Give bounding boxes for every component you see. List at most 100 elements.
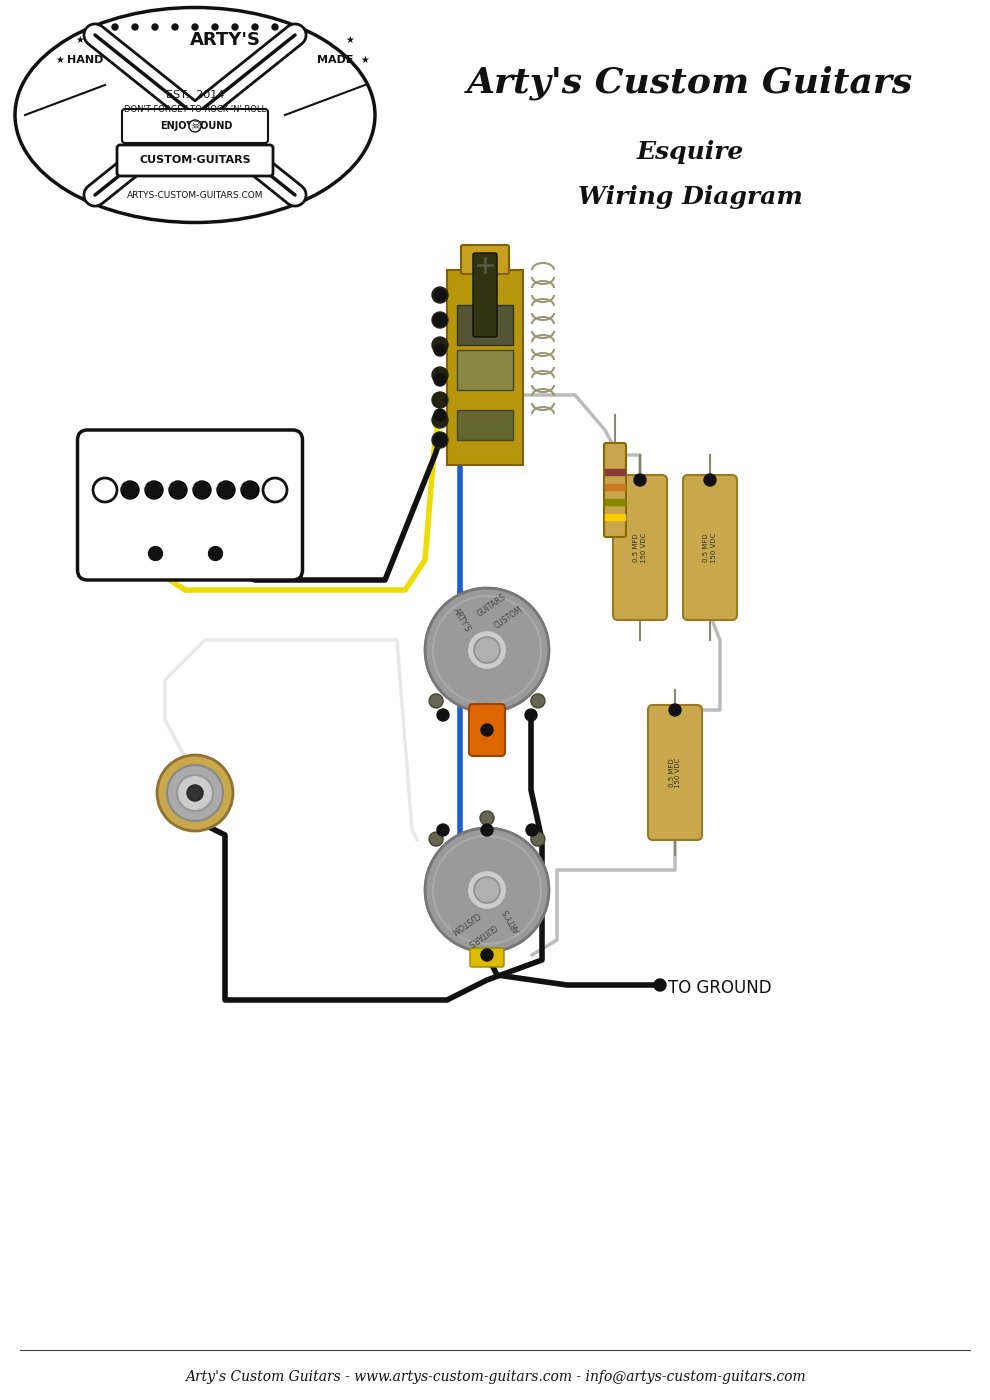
Text: 0.5 MFD
150 VDC: 0.5 MFD 150 VDC bbox=[704, 532, 717, 563]
Circle shape bbox=[212, 24, 218, 29]
Circle shape bbox=[669, 704, 681, 715]
Circle shape bbox=[432, 367, 448, 384]
Circle shape bbox=[434, 409, 446, 421]
Bar bbox=[605, 498, 625, 505]
Text: GUITARS: GUITARS bbox=[476, 592, 508, 619]
Circle shape bbox=[145, 482, 163, 498]
Circle shape bbox=[217, 482, 235, 498]
Text: Arty's Custom Guitars - www.artys-custom-guitars.com - info@artys-custom-guitars: Arty's Custom Guitars - www.artys-custom… bbox=[185, 1371, 805, 1385]
Circle shape bbox=[132, 24, 138, 29]
Circle shape bbox=[272, 24, 278, 29]
Circle shape bbox=[192, 24, 198, 29]
Circle shape bbox=[152, 24, 158, 29]
Circle shape bbox=[480, 715, 494, 729]
Text: THE: THE bbox=[187, 122, 203, 130]
Circle shape bbox=[193, 482, 211, 498]
Circle shape bbox=[437, 708, 449, 721]
Text: ★: ★ bbox=[346, 35, 354, 45]
FancyBboxPatch shape bbox=[77, 430, 303, 580]
Circle shape bbox=[121, 482, 139, 498]
FancyBboxPatch shape bbox=[470, 948, 504, 967]
Circle shape bbox=[480, 811, 494, 825]
Text: ENJOY: ENJOY bbox=[160, 120, 194, 132]
Circle shape bbox=[467, 869, 507, 910]
Text: ARTYS-CUSTOM-GUITARS.COM: ARTYS-CUSTOM-GUITARS.COM bbox=[127, 190, 263, 199]
Text: TO GROUND: TO GROUND bbox=[668, 979, 771, 997]
Circle shape bbox=[434, 314, 446, 326]
Circle shape bbox=[429, 832, 444, 846]
FancyBboxPatch shape bbox=[469, 704, 505, 756]
Circle shape bbox=[112, 24, 118, 29]
Circle shape bbox=[654, 979, 666, 991]
Bar bbox=[605, 484, 625, 490]
FancyBboxPatch shape bbox=[613, 475, 667, 620]
Circle shape bbox=[481, 724, 493, 736]
Circle shape bbox=[189, 120, 201, 132]
Text: ARTY'S: ARTY'S bbox=[189, 31, 260, 49]
Circle shape bbox=[634, 475, 646, 486]
Text: HAND: HAND bbox=[66, 55, 103, 64]
Circle shape bbox=[169, 482, 187, 498]
Bar bbox=[605, 469, 625, 475]
Text: DON'T FORGET TO ROCK 'N' ROLL: DON'T FORGET TO ROCK 'N' ROLL bbox=[124, 105, 266, 115]
Circle shape bbox=[526, 825, 538, 836]
Circle shape bbox=[434, 288, 446, 301]
Text: ☠: ☠ bbox=[190, 120, 200, 132]
Circle shape bbox=[481, 825, 493, 836]
FancyBboxPatch shape bbox=[122, 109, 268, 143]
FancyBboxPatch shape bbox=[457, 410, 513, 440]
Text: ★: ★ bbox=[75, 35, 84, 45]
Circle shape bbox=[241, 482, 259, 498]
Circle shape bbox=[252, 24, 258, 29]
Bar bbox=[605, 514, 625, 519]
Circle shape bbox=[531, 694, 544, 708]
FancyBboxPatch shape bbox=[683, 475, 737, 620]
Text: ARTY'S: ARTY'S bbox=[502, 906, 523, 934]
Circle shape bbox=[425, 588, 549, 713]
Circle shape bbox=[481, 949, 493, 960]
Text: Arty's Custom Guitars: Arty's Custom Guitars bbox=[467, 64, 913, 99]
Text: ★: ★ bbox=[55, 55, 64, 64]
Circle shape bbox=[476, 256, 494, 274]
Circle shape bbox=[172, 24, 178, 29]
Circle shape bbox=[432, 312, 448, 328]
FancyBboxPatch shape bbox=[473, 253, 497, 337]
Text: Esquire: Esquire bbox=[637, 140, 743, 164]
Text: CUSTOM: CUSTOM bbox=[493, 605, 525, 631]
Circle shape bbox=[525, 708, 537, 721]
Circle shape bbox=[187, 785, 203, 801]
Circle shape bbox=[432, 337, 448, 353]
Circle shape bbox=[432, 412, 448, 428]
Text: 0.5 MFD
150 VDC: 0.5 MFD 150 VDC bbox=[668, 757, 681, 788]
FancyBboxPatch shape bbox=[648, 706, 702, 840]
Circle shape bbox=[429, 694, 444, 708]
Text: Wiring Diagram: Wiring Diagram bbox=[577, 185, 803, 209]
Circle shape bbox=[167, 764, 223, 820]
Circle shape bbox=[434, 434, 446, 447]
Circle shape bbox=[437, 825, 449, 836]
FancyBboxPatch shape bbox=[604, 442, 626, 538]
Ellipse shape bbox=[15, 7, 375, 223]
Text: GUITARS: GUITARS bbox=[466, 921, 498, 948]
Text: CUSTOM·GUITARS: CUSTOM·GUITARS bbox=[140, 155, 250, 165]
Circle shape bbox=[432, 287, 448, 302]
Circle shape bbox=[434, 374, 446, 386]
FancyBboxPatch shape bbox=[447, 270, 523, 465]
Text: 0.5 MFD
150 VDC: 0.5 MFD 150 VDC bbox=[634, 532, 646, 563]
Circle shape bbox=[232, 24, 238, 29]
Text: ARTY'S: ARTY'S bbox=[451, 606, 472, 634]
Circle shape bbox=[432, 392, 448, 407]
Circle shape bbox=[177, 776, 213, 811]
Circle shape bbox=[467, 630, 507, 671]
FancyBboxPatch shape bbox=[461, 245, 509, 274]
Circle shape bbox=[704, 475, 716, 486]
Text: MADE: MADE bbox=[317, 55, 353, 64]
Circle shape bbox=[93, 477, 117, 503]
FancyBboxPatch shape bbox=[457, 350, 513, 391]
Text: EST.  2014: EST. 2014 bbox=[165, 90, 224, 99]
Text: CUSTOM: CUSTOM bbox=[449, 909, 481, 935]
Circle shape bbox=[474, 876, 500, 903]
Circle shape bbox=[157, 755, 233, 832]
Text: ★: ★ bbox=[360, 55, 369, 64]
FancyBboxPatch shape bbox=[457, 305, 513, 344]
